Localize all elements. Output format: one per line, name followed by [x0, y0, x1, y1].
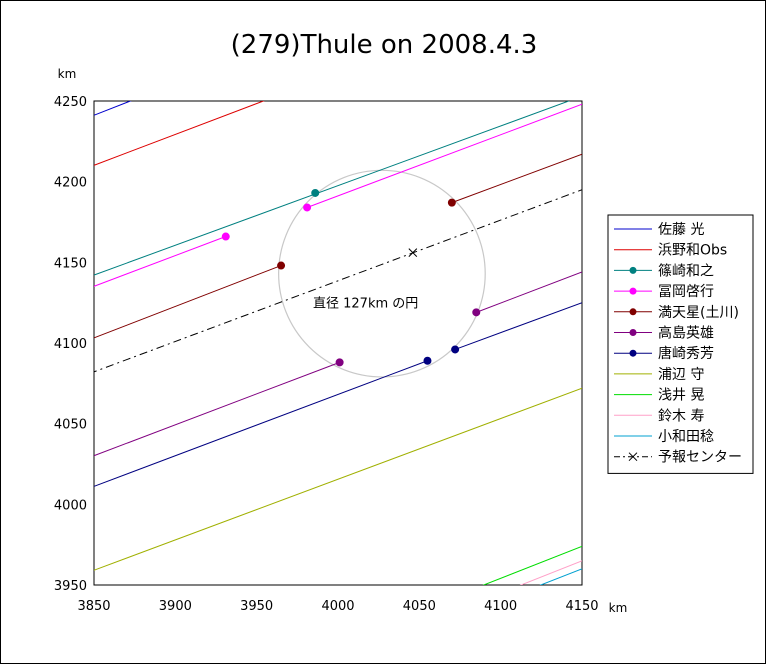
data-point	[221, 232, 230, 241]
legend-label: 冨岡啓行	[658, 284, 714, 300]
legend-label: 篠崎和之	[658, 263, 714, 279]
legend-label: 浜野和Obs	[658, 243, 727, 259]
y-tick-label: 4150	[54, 256, 87, 271]
x-unit-label: km	[609, 601, 628, 615]
legend-label: 浅井 晃	[658, 388, 704, 404]
x-tick-label: 4150	[565, 599, 598, 614]
x-tick-label: 4000	[321, 599, 354, 614]
legend-label: 予報センター	[658, 450, 742, 466]
plot-area: 直径 127km の円	[93, 100, 583, 586]
x-tick-label: 3900	[159, 599, 192, 614]
series-line	[539, 568, 582, 585]
chord-line	[94, 265, 282, 339]
chord-line	[476, 271, 582, 313]
plot-border	[93, 100, 583, 586]
data-point	[472, 308, 481, 317]
data-point	[311, 188, 320, 197]
series-line	[94, 101, 265, 166]
chord-line	[306, 103, 582, 208]
legend-marker	[629, 287, 637, 295]
x-tick-label: 4050	[403, 599, 436, 614]
legend-marker	[629, 329, 637, 336]
legend-label: 鈴木 寿	[658, 407, 704, 424]
legend-label: 佐藤 光	[658, 222, 704, 238]
plot-series	[94, 101, 582, 585]
data-point	[423, 356, 432, 365]
y-tick-label: 4200	[54, 176, 87, 191]
center-marker	[408, 248, 418, 258]
data-point	[451, 345, 460, 354]
series-line	[519, 560, 582, 585]
data-point	[277, 261, 286, 270]
x-tick-label: 3850	[77, 599, 110, 614]
chart-title: (279)Thule on 2008.4.3	[231, 30, 538, 60]
chord-line	[451, 153, 582, 204]
data-point	[447, 198, 456, 207]
legend-marker	[629, 266, 637, 274]
x-tick-label: 3950	[240, 599, 273, 614]
legend-marker	[629, 308, 637, 316]
legend-label: 高島英雄	[658, 325, 714, 342]
chord-line	[454, 302, 582, 350]
legend-box	[607, 214, 754, 474]
chord-line	[94, 360, 428, 487]
chord-line	[94, 101, 571, 276]
series-line	[482, 545, 582, 585]
size-circle	[278, 169, 486, 378]
data-point	[303, 203, 312, 212]
series-line	[94, 101, 132, 116]
legend-label: 満天星(土川)	[658, 305, 739, 321]
circle-annotation: 直径 127km の円	[313, 297, 418, 312]
legend-label: 小和田稔	[658, 429, 714, 445]
y-tick-label: 4000	[54, 498, 87, 513]
y-tick-label: 4250	[54, 95, 87, 110]
legend-label: 唐崎秀芳	[658, 345, 714, 362]
legend-marker	[629, 349, 637, 357]
chord-line	[94, 189, 582, 373]
series-line	[94, 387, 582, 571]
chord-line	[94, 361, 340, 457]
axis-ticks: 3850 3900 3950 4000 4050 4100 4150 3950 4000 4050…	[54, 95, 599, 614]
y-tick-label: 4050	[54, 418, 87, 433]
data-point	[335, 358, 344, 367]
y-tick-label: 4100	[54, 337, 87, 352]
chord-line	[94, 236, 226, 287]
legend-marker	[628, 452, 638, 462]
y-tick-label: 3950	[54, 579, 87, 594]
x-tick-label: 4100	[484, 599, 517, 614]
y-unit-label: km	[58, 67, 77, 81]
legend-label: 浦辺 守	[658, 367, 704, 383]
